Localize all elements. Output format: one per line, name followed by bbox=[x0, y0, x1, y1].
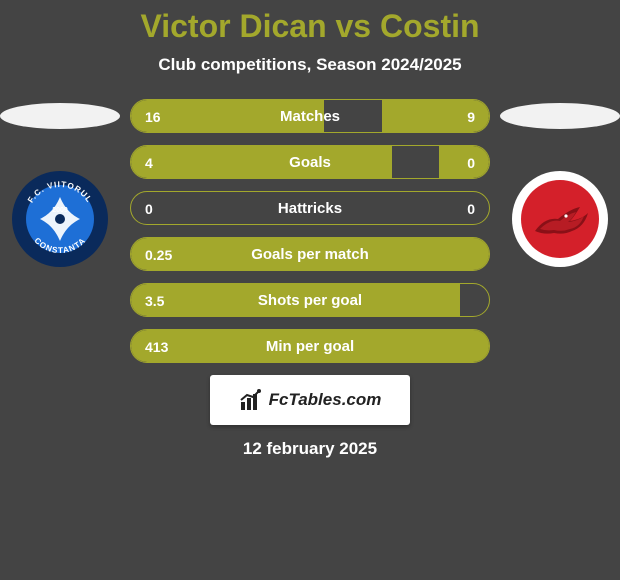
right-crest-icon bbox=[510, 169, 610, 269]
comparison-content: 2009 F.C. VIITORUL CONSTANTA Matches16 9 G… bbox=[0, 99, 620, 363]
stat-label: Hattricks bbox=[131, 192, 489, 225]
left-crest-icon: 2009 F.C. VIITORUL CONSTANTA bbox=[10, 169, 110, 269]
stat-label: Goals bbox=[131, 146, 489, 179]
stat-row-goals: Goals4 0 bbox=[130, 145, 490, 179]
right-player-column bbox=[500, 99, 620, 359]
page-title: Victor Dican vs Costin bbox=[0, 0, 620, 45]
stat-row-min-per-goal: Min per goal413 bbox=[130, 329, 490, 363]
stat-value-left: 413 bbox=[145, 330, 168, 363]
stat-row-matches: Matches16 9 bbox=[130, 99, 490, 133]
stat-label: Goals per match bbox=[131, 238, 489, 271]
stat-value-left: 0.25 bbox=[145, 238, 172, 271]
stat-rows: Matches169Goals40Hattricks00Goals per ma… bbox=[130, 99, 490, 363]
stat-label: Shots per goal bbox=[131, 284, 489, 317]
brand-box: FcTables.com bbox=[210, 375, 410, 425]
svg-text:2009: 2009 bbox=[52, 207, 68, 214]
stat-value-left: 4 bbox=[145, 146, 153, 179]
stat-label: Matches bbox=[131, 100, 489, 133]
left-player-column: 2009 F.C. VIITORUL CONSTANTA bbox=[0, 99, 120, 359]
brand-chart-icon bbox=[239, 388, 263, 412]
stat-row-hattricks: Hattricks0 0 bbox=[130, 191, 490, 225]
stat-row-shots-per-goal: Shots per goal3.5 bbox=[130, 283, 490, 317]
stat-value-right: 9 bbox=[467, 100, 475, 133]
stat-row-goals-per-match: Goals per match0.25 bbox=[130, 237, 490, 271]
stat-value-right: 0 bbox=[467, 146, 475, 179]
stat-value-left: 16 bbox=[145, 100, 161, 133]
stat-label: Min per goal bbox=[131, 330, 489, 363]
right-ellipse bbox=[500, 103, 620, 129]
stat-value-right: 0 bbox=[467, 192, 475, 225]
date-label: 12 february 2025 bbox=[0, 439, 620, 459]
stat-value-left: 0 bbox=[145, 192, 153, 225]
left-ellipse bbox=[0, 103, 120, 129]
stat-value-left: 3.5 bbox=[145, 284, 164, 317]
subtitle: Club competitions, Season 2024/2025 bbox=[0, 45, 620, 75]
brand-label: FcTables.com bbox=[269, 390, 382, 410]
